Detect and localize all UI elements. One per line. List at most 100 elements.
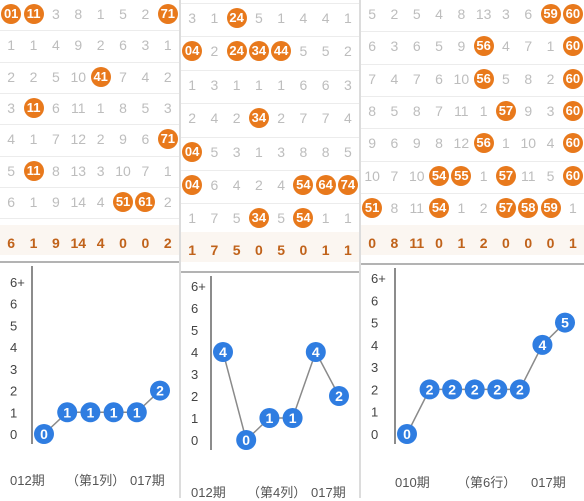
number-ball: 04 bbox=[182, 141, 203, 162]
table-cell: 1 bbox=[210, 10, 219, 26]
y-tick-label: 4 bbox=[10, 340, 17, 355]
number-ball: 34 bbox=[248, 108, 269, 129]
table-cell: 7 bbox=[368, 70, 377, 87]
table-cell: 1 bbox=[321, 210, 330, 227]
number-ball: 34 bbox=[248, 208, 269, 229]
table-cell: 6 bbox=[524, 6, 533, 22]
table-cell: 5 bbox=[435, 38, 443, 55]
grid-row-divider bbox=[181, 103, 359, 105]
table-cell: 8 bbox=[368, 102, 377, 119]
data-point-marker bbox=[236, 430, 257, 450]
number-ball: 24 bbox=[226, 8, 247, 28]
table-cell: 8 bbox=[390, 199, 399, 216]
data-point: 4 bbox=[305, 342, 326, 362]
number-ball: 54 bbox=[293, 175, 314, 195]
table-cell: 5 bbox=[502, 70, 510, 87]
number-ball: 11 bbox=[23, 97, 44, 118]
table-cell: 2 bbox=[254, 177, 263, 193]
summary-cell: 0 bbox=[435, 235, 443, 251]
table-cell: 3 bbox=[210, 76, 219, 93]
table-cell: 10 bbox=[115, 162, 131, 179]
table-cell: 7 bbox=[524, 38, 533, 55]
table-cell: 11 bbox=[409, 199, 425, 216]
data-point-marker bbox=[34, 424, 54, 444]
table-cell: 2 bbox=[479, 199, 488, 216]
table-cell: 2 bbox=[141, 6, 150, 22]
table-cell: 9 bbox=[119, 131, 127, 148]
table-cell: 2 bbox=[7, 68, 16, 85]
summary-cell: 9 bbox=[52, 235, 60, 251]
data-point: 1 bbox=[80, 402, 101, 423]
summary-cell: 6 bbox=[7, 235, 16, 251]
table-cell: 8 bbox=[52, 162, 60, 179]
data-point: 2 bbox=[509, 379, 530, 400]
grid-row-divider bbox=[361, 128, 584, 130]
table-cell: 5 bbox=[141, 99, 150, 116]
number-ball: 60 bbox=[562, 68, 583, 89]
table-cell: 10 bbox=[520, 135, 537, 152]
table-cell: 6 bbox=[299, 76, 308, 93]
number-ball: 54 bbox=[293, 208, 314, 229]
data-label: 1 bbox=[289, 410, 297, 426]
data-label: 2 bbox=[448, 381, 456, 397]
table-cell: 2 bbox=[210, 43, 219, 60]
chart-footer-label: 010期 bbox=[395, 475, 430, 490]
table-cell: 7 bbox=[412, 70, 421, 87]
y-tick-label: 1 bbox=[371, 405, 378, 420]
table-cell: 8 bbox=[435, 135, 443, 152]
table-cell: 1 bbox=[29, 193, 38, 210]
table-cell: 13 bbox=[70, 162, 87, 179]
table-cell: 3 bbox=[277, 143, 286, 160]
table-cell: 7 bbox=[52, 131, 60, 148]
summary-cell: 0 bbox=[368, 235, 377, 251]
table-cell: 5 bbox=[119, 6, 127, 22]
summary-cell: 0 bbox=[119, 235, 127, 251]
grid-row-divider bbox=[361, 31, 584, 33]
data-label: 1 bbox=[133, 404, 141, 420]
y-tick-label: 1 bbox=[10, 405, 17, 420]
data-point: 2 bbox=[419, 379, 440, 400]
table-cell: 9 bbox=[524, 102, 533, 119]
table-cell: 3 bbox=[546, 102, 555, 119]
table-cell: 10 bbox=[408, 167, 425, 184]
number-ball: 59 bbox=[540, 197, 561, 218]
table-cell: 1 bbox=[7, 37, 16, 54]
grid-row-divider bbox=[0, 186, 179, 188]
number-ball: 61 bbox=[135, 191, 156, 212]
number-ball: 57 bbox=[495, 197, 516, 218]
grid-row-divider bbox=[361, 192, 584, 194]
data-point: 1 bbox=[57, 402, 78, 423]
number-ball: 01 bbox=[1, 4, 22, 24]
y-tick-label: 0 bbox=[371, 427, 378, 442]
y-tick-label: 4 bbox=[371, 338, 378, 353]
summary-cell: 0 bbox=[141, 235, 150, 251]
data-point: 5 bbox=[555, 312, 575, 333]
data-point: 0 bbox=[34, 424, 54, 444]
summary-cell: 1 bbox=[343, 242, 352, 258]
y-tick-label: 6+ bbox=[10, 275, 25, 290]
data-label: 5 bbox=[561, 315, 569, 331]
table-cell: 7 bbox=[299, 110, 308, 127]
chart-footer-label: 017期 bbox=[311, 485, 346, 500]
y-tick-label: 3 bbox=[191, 367, 198, 382]
y-tick-label: 3 bbox=[10, 362, 17, 377]
number-ball: 04 bbox=[182, 41, 203, 62]
grid-row-divider bbox=[361, 63, 584, 65]
summary-row-bg bbox=[181, 232, 359, 262]
grid-row-divider bbox=[0, 124, 179, 126]
table-cell: 9 bbox=[457, 38, 466, 55]
table-cell: 1 bbox=[568, 199, 577, 216]
table-cell: 2 bbox=[390, 6, 399, 22]
table-cell: 6 bbox=[412, 38, 421, 55]
y-tick-label: 4 bbox=[191, 345, 198, 360]
table-cell: 1 bbox=[29, 131, 38, 148]
table-cell: 8 bbox=[119, 99, 127, 116]
table-cell: 9 bbox=[412, 135, 421, 152]
table-cell: 4 bbox=[343, 110, 352, 127]
data-point: 4 bbox=[213, 342, 233, 362]
summary-cell: 0 bbox=[299, 242, 308, 258]
trend-line bbox=[222, 350, 340, 442]
table-cell: 2 bbox=[188, 110, 197, 127]
data-label: 0 bbox=[403, 426, 411, 442]
